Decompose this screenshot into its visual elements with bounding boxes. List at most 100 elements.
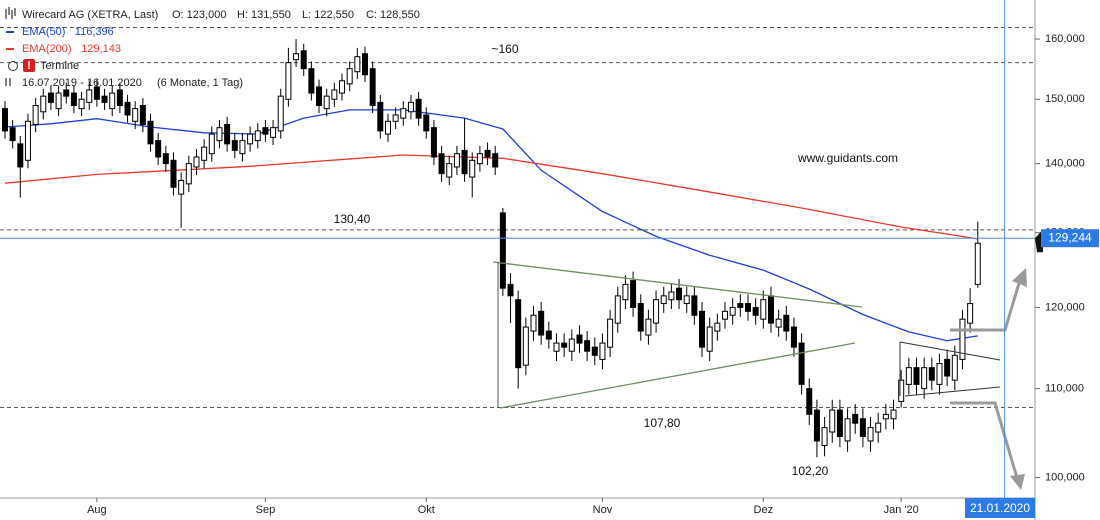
candle-body (890, 409, 897, 420)
candle-body (584, 340, 591, 352)
instrument: Wirecard AG (XETRA, Last) (22, 9, 158, 21)
candle-body (783, 314, 790, 332)
candle-body (530, 314, 537, 332)
candle-body (247, 133, 254, 145)
chart-icon (5, 7, 16, 19)
legend: Wirecard AG (XETRA, Last) O: 123,000 H: … (5, 7, 420, 89)
events: Termine (40, 60, 79, 72)
annotation: 102,20 (792, 464, 829, 478)
candle-body (775, 318, 782, 328)
candle-body (40, 95, 47, 113)
candle-body (499, 212, 506, 289)
y-tick-label: 100,000 (1045, 471, 1085, 483)
last-price-box (1041, 229, 1099, 248)
candle-body (453, 153, 460, 168)
candle-body (591, 346, 598, 356)
candle-body (354, 56, 361, 73)
candle-body (538, 310, 545, 336)
candle-body (415, 98, 422, 119)
candle-body (545, 330, 552, 340)
candle-body (116, 89, 123, 107)
candle-body (47, 92, 54, 103)
candle-body (859, 418, 866, 437)
candle-body (760, 299, 767, 320)
candle-body (155, 140, 162, 158)
candle-body (752, 306, 759, 316)
candle-body (384, 120, 391, 135)
candle-body (132, 108, 139, 122)
period: (6 Monate, 1 Tag) (157, 77, 243, 89)
candle-body (936, 363, 943, 385)
candle-body (561, 342, 568, 348)
candle-body (729, 306, 736, 316)
candle-body (369, 68, 376, 107)
candle-body (101, 95, 108, 103)
legend-value: 116,396 (75, 26, 114, 38)
candle-body (139, 105, 146, 125)
ema-line (4, 109, 978, 342)
candle-body (722, 310, 729, 320)
quote-close: C: 128,550 (366, 9, 420, 21)
candle-body (461, 149, 468, 175)
candle-body (162, 153, 169, 165)
trendline (899, 341, 1001, 361)
candle-body (714, 322, 721, 332)
candle-body (653, 299, 660, 324)
candle-body (553, 342, 560, 352)
events-badge-mark: ! (27, 60, 31, 72)
candle-body (70, 92, 77, 107)
candle-body (147, 120, 154, 145)
x-tick-label: Okt (418, 504, 435, 516)
legend-label: EMA(200) (22, 43, 72, 55)
quote-open: O: 123,000 (172, 9, 226, 21)
candle-body (93, 86, 100, 100)
candle-body (821, 427, 828, 446)
legend-label: EMA(50) (22, 26, 65, 38)
candle-body (959, 318, 966, 360)
candle-body (645, 318, 652, 336)
candle-body (607, 318, 614, 348)
candle-body (683, 295, 690, 305)
candle-body (216, 127, 223, 142)
candle-body (622, 283, 629, 301)
candle-body (469, 159, 476, 178)
candle-body (944, 358, 951, 377)
candle-body (346, 68, 353, 85)
candle-body (637, 303, 644, 332)
candle-body (86, 89, 93, 103)
candle-body (844, 418, 851, 442)
cursor-label: 21.01.2020 (970, 501, 1030, 515)
arrow-head (1012, 268, 1027, 287)
y-tick-label: 150,000 (1045, 93, 1085, 105)
candle-body (691, 295, 698, 316)
events-badge (23, 59, 35, 72)
candle-body (170, 159, 177, 188)
x-tick-label: Dez (754, 504, 774, 516)
candle-body (377, 101, 384, 132)
candle-body (706, 326, 713, 352)
trendline (492, 261, 863, 308)
candle-body (24, 120, 31, 161)
annotation: 130,40 (334, 212, 371, 226)
candle-body (913, 367, 920, 385)
candle-body (361, 53, 368, 76)
candle-body (798, 342, 805, 385)
candle-body (78, 98, 85, 110)
candle-body (178, 179, 185, 195)
date-range: 16.07.2019 - 16.01.2020 (22, 77, 142, 89)
annotation: 107,80 (644, 416, 681, 430)
candle-body (829, 409, 836, 433)
candle-body (423, 114, 430, 132)
candle-body (254, 130, 261, 142)
candle-body (185, 163, 192, 185)
annotation: www.guidants.com (797, 151, 898, 165)
x-tick-label: Sep (256, 504, 276, 516)
candle-body (208, 133, 215, 155)
candle-body (576, 334, 583, 344)
candle-body (790, 326, 797, 348)
candle-body (308, 68, 315, 94)
candle-body (867, 427, 874, 442)
candle-body (446, 163, 453, 178)
